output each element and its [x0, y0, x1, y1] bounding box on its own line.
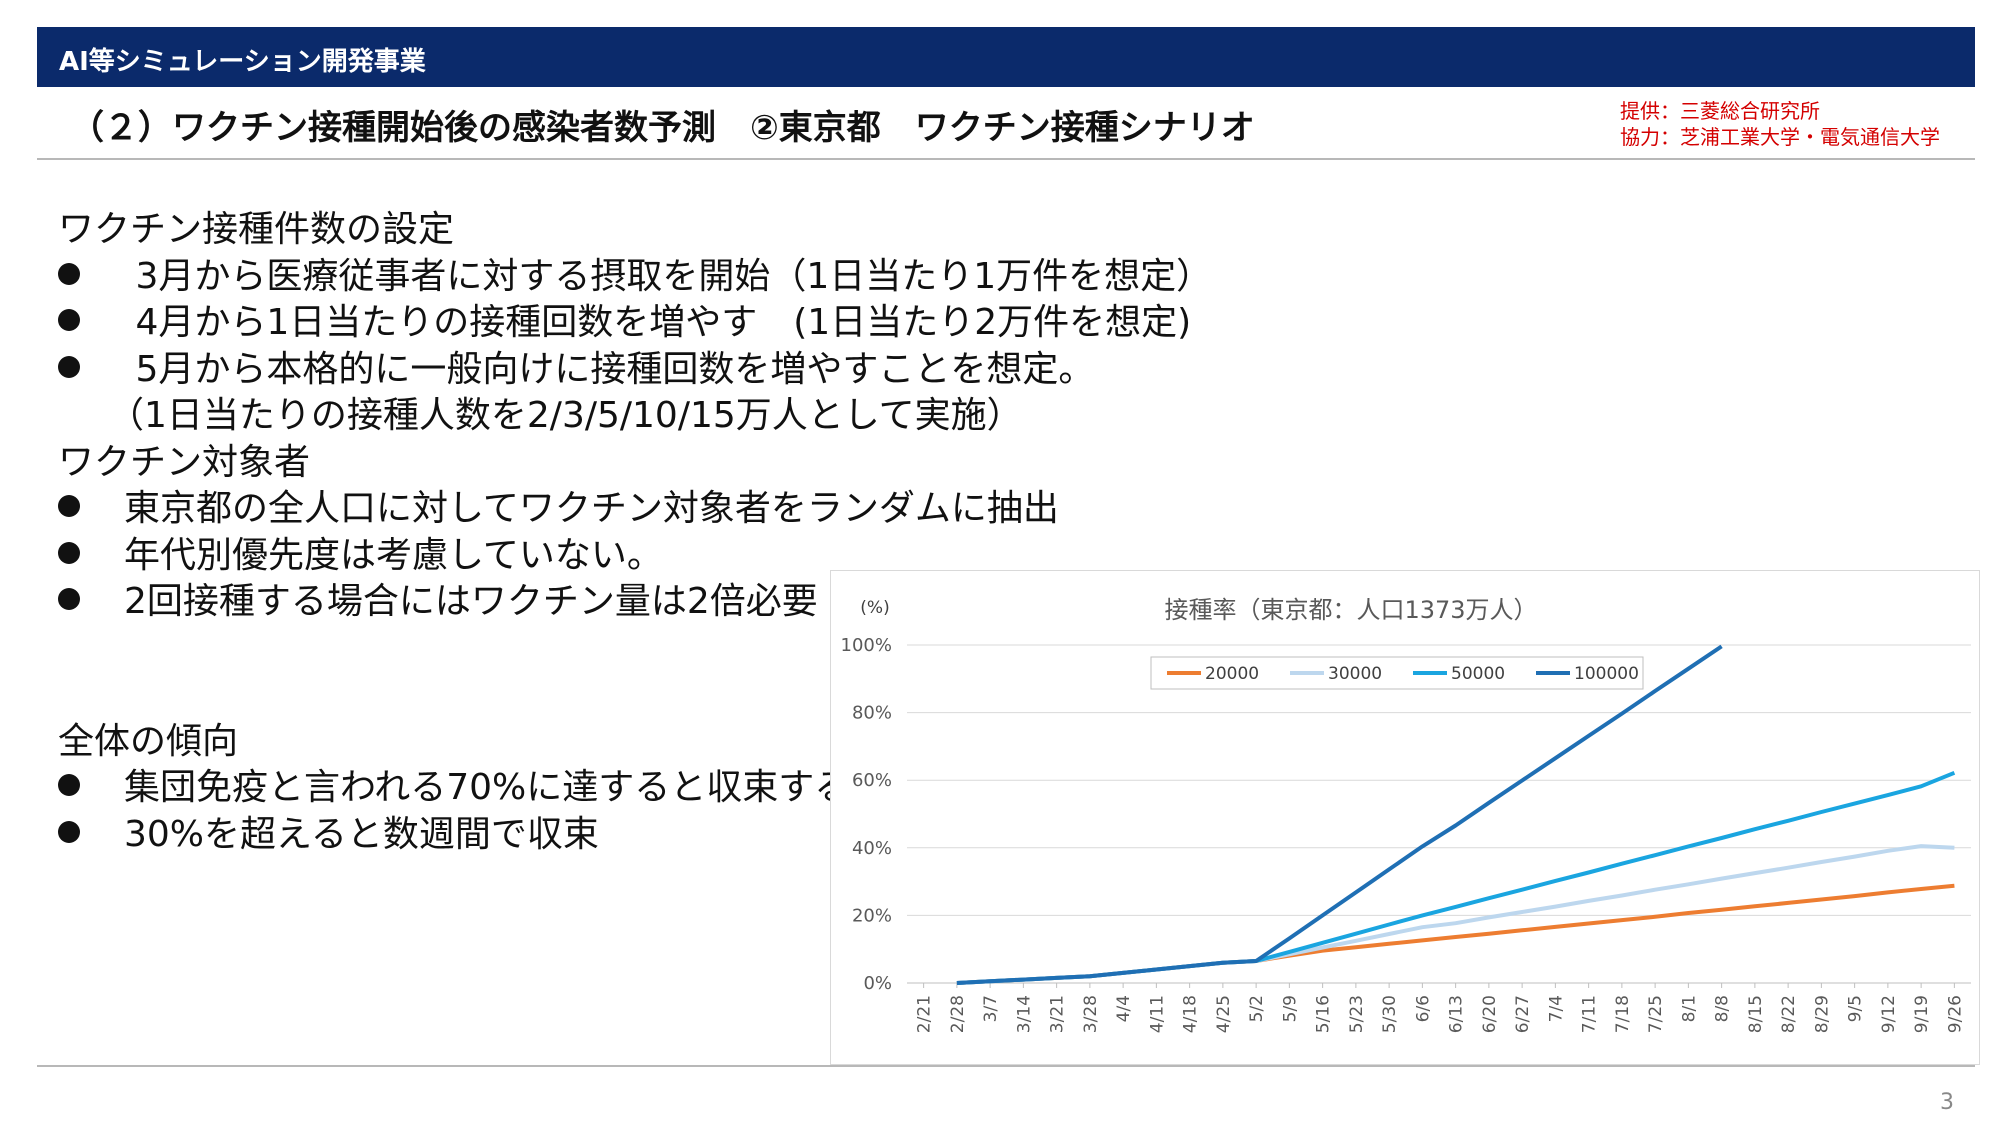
footer-divider [37, 1065, 1975, 1067]
bullet-item: 2回接種する場合にはワクチン量は2倍必要 [58, 579, 1212, 626]
title-divider [37, 158, 1975, 160]
bullet-icon [58, 541, 80, 564]
x-tick-label: 4/25 [1214, 995, 1234, 1033]
x-tick-label: 4/11 [1147, 995, 1167, 1033]
x-tick-label: 8/1 [1679, 995, 1699, 1022]
y-tick-label: 20% [852, 905, 892, 926]
y-tick-label: 40% [852, 838, 892, 859]
legend-label: 100000 [1574, 664, 1639, 684]
x-tick-label: 7/18 [1613, 995, 1633, 1033]
x-tick-label: 2/28 [948, 995, 968, 1033]
bullet-icon [58, 588, 80, 610]
series-line-100000 [956, 644, 1723, 985]
series-line-50000 [956, 770, 1956, 985]
x-tick-label: 5/16 [1314, 995, 1334, 1033]
x-tick-label: 8/22 [1779, 995, 1799, 1033]
page-number: 3 [1940, 1090, 1954, 1115]
x-tick-label: 4/18 [1181, 995, 1201, 1033]
bullet-icon [58, 774, 80, 796]
x-tick-label: 9/26 [1945, 995, 1965, 1033]
series-line-30000 [956, 844, 1955, 985]
x-tick-label: 6/20 [1480, 995, 1500, 1033]
body-text: ワクチン接種件数の設定 3月から医療従事者に対する摂取を開始（1日当たり1万件を… [58, 207, 1212, 858]
x-tick-label: 8/15 [1746, 995, 1766, 1033]
bullet-text: 4月から1日当たりの接種回数を増やす (1日当たり2万件を想定) [124, 302, 1192, 343]
x-tick-label: 2/21 [915, 995, 935, 1033]
bullet-icon [58, 262, 80, 285]
x-tick-label: 4/4 [1114, 995, 1134, 1022]
x-tick-label: 7/25 [1646, 995, 1666, 1033]
y-axis-label: (%) [860, 598, 889, 618]
x-tick-label: 3/21 [1048, 995, 1068, 1033]
y-tick-label: 60% [852, 770, 892, 791]
x-tick-label: 5/23 [1347, 995, 1367, 1033]
bullet-icon [58, 309, 80, 331]
page-title: （２）ワクチン接種開始後の感染者数予測 ②東京都 ワクチン接種シナリオ [70, 108, 1255, 148]
bullet-icon [58, 820, 80, 843]
chart-svg: 接種率（東京都：人口1373万人） (%) 0% 20% 40% 60% 80% 100% 2/… [841, 596, 1971, 1033]
x-tick-label: 9/19 [1912, 995, 1932, 1033]
bullet-text: 3月から医療従事者に対する摂取を開始（1日当たり1万件を想定） [124, 255, 1213, 297]
bullet-text: 5月から本格的に一般向けに接種回数を増やすことを想定。 [124, 348, 1095, 390]
bullet-text: 集団免疫と言われる70%に達すると収束する。 [124, 767, 887, 808]
credit-cooperation: 協力：芝浦工業大学・電気通信大学 [1620, 125, 1940, 149]
x-tick-label: 8/8 [1713, 995, 1733, 1022]
bullet-text: 2回接種する場合にはワクチン量は2倍必要 [124, 581, 818, 622]
credit-block: 提供：三菱総合研究所 協力：芝浦工業大学・電気通信大学 [1620, 98, 1940, 150]
bullet-text: 30%を超えると数週間で収束 [124, 813, 599, 855]
credit-provider: 提供：三菱総合研究所 [1620, 99, 1820, 123]
x-tick-label: 6/6 [1413, 995, 1433, 1022]
bullet-item: 3月から医療従事者に対する摂取を開始（1日当たり1万件を想定） [58, 254, 1212, 301]
y-tick-label: 80% [852, 703, 892, 724]
x-tick-label: 8/29 [1812, 995, 1832, 1033]
x-tick-label: 5/2 [1247, 995, 1267, 1022]
header-banner: AI等シミュレーション開発事業 [37, 27, 1975, 87]
bullet-text: 年代別優先度は考慮していない。 [124, 534, 663, 576]
y-tick-label: 100% [841, 635, 892, 656]
bullet-item: 5月から本格的に一般向けに接種回数を増やすことを想定。 [58, 347, 1212, 394]
x-tick-label: 9/5 [1846, 995, 1866, 1022]
chart-container: 接種率（東京都：人口1373万人） (%) 0% 20% 40% 60% 80% 100% 2/… [830, 570, 1980, 1065]
x-tick-label: 3/14 [1014, 995, 1034, 1033]
bullet-item: 30%を超えると数週間で収束 [58, 812, 1212, 859]
indented-note: （1日当たりの接種人数を2/3/5/10/15万人として実施） [108, 395, 1023, 436]
legend-label: 30000 [1328, 664, 1382, 684]
banner-text: AI等シミュレーション開発事業 [59, 47, 426, 77]
legend-label: 20000 [1205, 664, 1259, 684]
x-tick-label: 7/4 [1546, 995, 1566, 1022]
x-tick-label: 6/13 [1447, 995, 1467, 1033]
bullet-item: 年代別優先度は考慮していない。 [58, 533, 1212, 580]
section-heading: ワクチン接種件数の設定 [58, 209, 455, 250]
bullet-item: 4月から1日当たりの接種回数を増やす (1日当たり2万件を想定) [58, 300, 1212, 347]
x-tick-label: 5/9 [1280, 995, 1300, 1022]
x-tick-label: 3/28 [1081, 995, 1101, 1033]
section-heading: 全体の傾向 [58, 720, 239, 762]
bullet-item: 集団免疫と言われる70%に達すると収束する。 [58, 765, 1212, 812]
x-tick-label: 3/7 [981, 995, 1001, 1022]
y-tick-label: 0% [863, 973, 892, 994]
series-line-20000 [956, 883, 1955, 985]
bullet-text: 東京都の全人口に対してワクチン対象者をランダムに抽出 [124, 488, 1059, 529]
bullet-item: 東京都の全人口に対してワクチン対象者をランダムに抽出 [58, 486, 1212, 533]
bullet-icon [58, 495, 80, 517]
x-tick-label: 7/11 [1580, 995, 1600, 1033]
x-tick-label: 9/12 [1879, 995, 1899, 1033]
chart-title: 接種率（東京都：人口1373万人） [1164, 596, 1537, 624]
bullet-icon [58, 355, 80, 378]
legend-label: 50000 [1451, 664, 1505, 684]
x-tick-label: 5/30 [1380, 995, 1400, 1033]
x-tick-label: 6/27 [1513, 995, 1533, 1033]
section-heading: ワクチン対象者 [58, 441, 311, 483]
